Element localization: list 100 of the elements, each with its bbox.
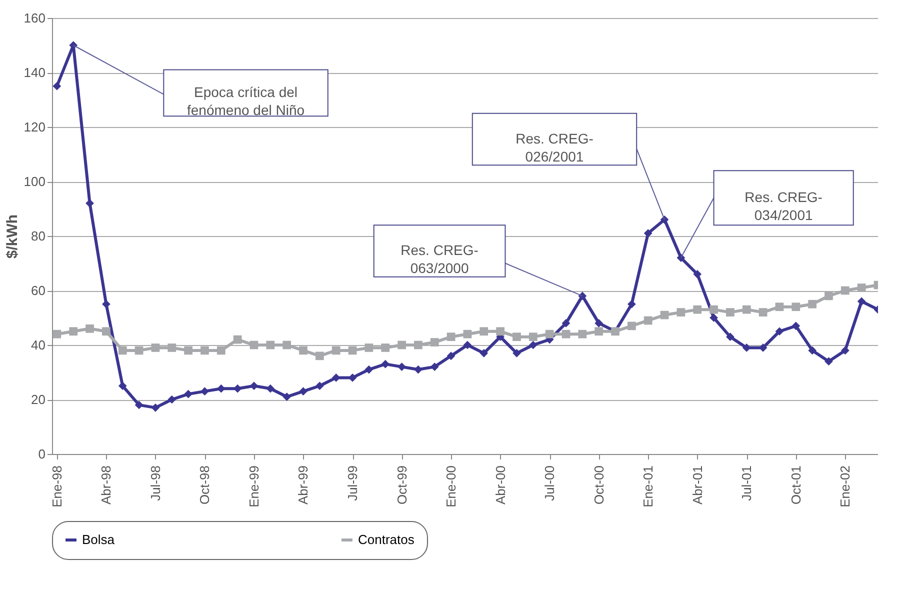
point — [168, 395, 176, 404]
point — [52, 82, 62, 90]
point — [512, 332, 521, 342]
annotation: Res. CREG- 063/2000 — [400, 242, 479, 276]
y-tick-label: 60 — [31, 283, 46, 298]
point — [463, 330, 472, 338]
point — [430, 362, 439, 371]
x-tick-label: Jul-99 — [345, 466, 360, 501]
point — [562, 330, 570, 338]
point — [134, 346, 144, 355]
y-tick-label: 120 — [24, 120, 46, 134]
point — [398, 340, 406, 350]
point — [134, 400, 144, 410]
x-tick-label: Abr-98 — [98, 466, 114, 505]
point — [69, 327, 78, 336]
annotation: Epoca crítica del fenómeno del Niño — [187, 84, 305, 118]
y-axis-title: $/kWh — [4, 214, 21, 259]
x-tick-label: Jul-98 — [148, 466, 163, 501]
x-tick-label: Oct-00 — [591, 466, 606, 505]
y-tick-label: 160 — [24, 10, 46, 26]
point — [184, 390, 192, 398]
y-tick-label: 100 — [24, 174, 46, 189]
point — [184, 346, 192, 355]
point — [594, 319, 604, 328]
point — [200, 387, 209, 396]
point — [710, 305, 718, 314]
point — [528, 340, 538, 350]
x-tick-label: Oct-99 — [394, 466, 410, 505]
point — [315, 352, 324, 360]
point — [644, 316, 652, 325]
point — [840, 346, 850, 355]
point — [792, 302, 800, 312]
point — [266, 384, 275, 393]
point — [332, 346, 340, 355]
point — [315, 382, 324, 390]
y-tick-label: 0 — [38, 446, 46, 462]
x-tick-label: Ene-00 — [444, 466, 459, 508]
point — [250, 382, 258, 390]
legend-label: Contratos — [358, 532, 415, 547]
y-tick-label: 80 — [31, 228, 46, 244]
point — [480, 327, 488, 336]
point — [857, 284, 866, 292]
point — [480, 348, 488, 358]
point — [676, 308, 686, 316]
point — [118, 346, 127, 355]
point — [299, 346, 308, 355]
x-tick-label: Oct-98 — [197, 466, 212, 505]
point — [250, 340, 258, 350]
point — [496, 327, 504, 336]
point — [660, 215, 669, 224]
x-tick-label: Ene-01 — [640, 466, 656, 508]
point — [578, 292, 587, 300]
point — [151, 403, 160, 412]
point — [168, 344, 176, 352]
point — [792, 322, 800, 330]
point — [216, 346, 226, 355]
point — [808, 300, 816, 308]
point — [660, 310, 669, 320]
point — [299, 387, 308, 396]
point — [627, 300, 636, 308]
point — [446, 352, 456, 360]
point — [726, 332, 734, 342]
point — [840, 286, 850, 295]
y-tick-label: 40 — [31, 338, 46, 352]
x-tick-label: Ene-02 — [838, 466, 853, 508]
point — [282, 340, 292, 350]
point — [545, 330, 554, 338]
point — [381, 360, 390, 368]
point — [52, 330, 62, 338]
annotation: Res. CREG- 026/2001 — [516, 130, 594, 164]
x-tick-label: Abr-99 — [296, 466, 311, 505]
point — [364, 365, 374, 374]
y-tick-label: 140 — [24, 65, 46, 80]
x-tick-label: Jul-00 — [542, 466, 558, 501]
point — [102, 327, 110, 336]
point — [200, 346, 209, 355]
point — [446, 332, 456, 342]
point — [742, 305, 751, 314]
point — [594, 327, 604, 336]
point — [528, 332, 538, 342]
point — [86, 199, 94, 208]
point — [463, 340, 472, 350]
point — [726, 308, 734, 316]
point — [398, 362, 406, 371]
point — [102, 300, 110, 308]
point — [562, 319, 570, 328]
point — [857, 297, 866, 306]
point — [824, 357, 833, 366]
x-tick-label: Abr-01 — [690, 466, 705, 505]
point — [693, 270, 702, 278]
point — [364, 344, 374, 352]
x-tick-label: Ene-98 — [49, 466, 64, 508]
point — [381, 344, 390, 352]
point — [430, 338, 439, 346]
point — [775, 327, 784, 336]
point — [512, 348, 521, 358]
point — [118, 382, 127, 390]
point — [710, 314, 718, 322]
point — [824, 292, 833, 300]
point — [644, 229, 652, 238]
